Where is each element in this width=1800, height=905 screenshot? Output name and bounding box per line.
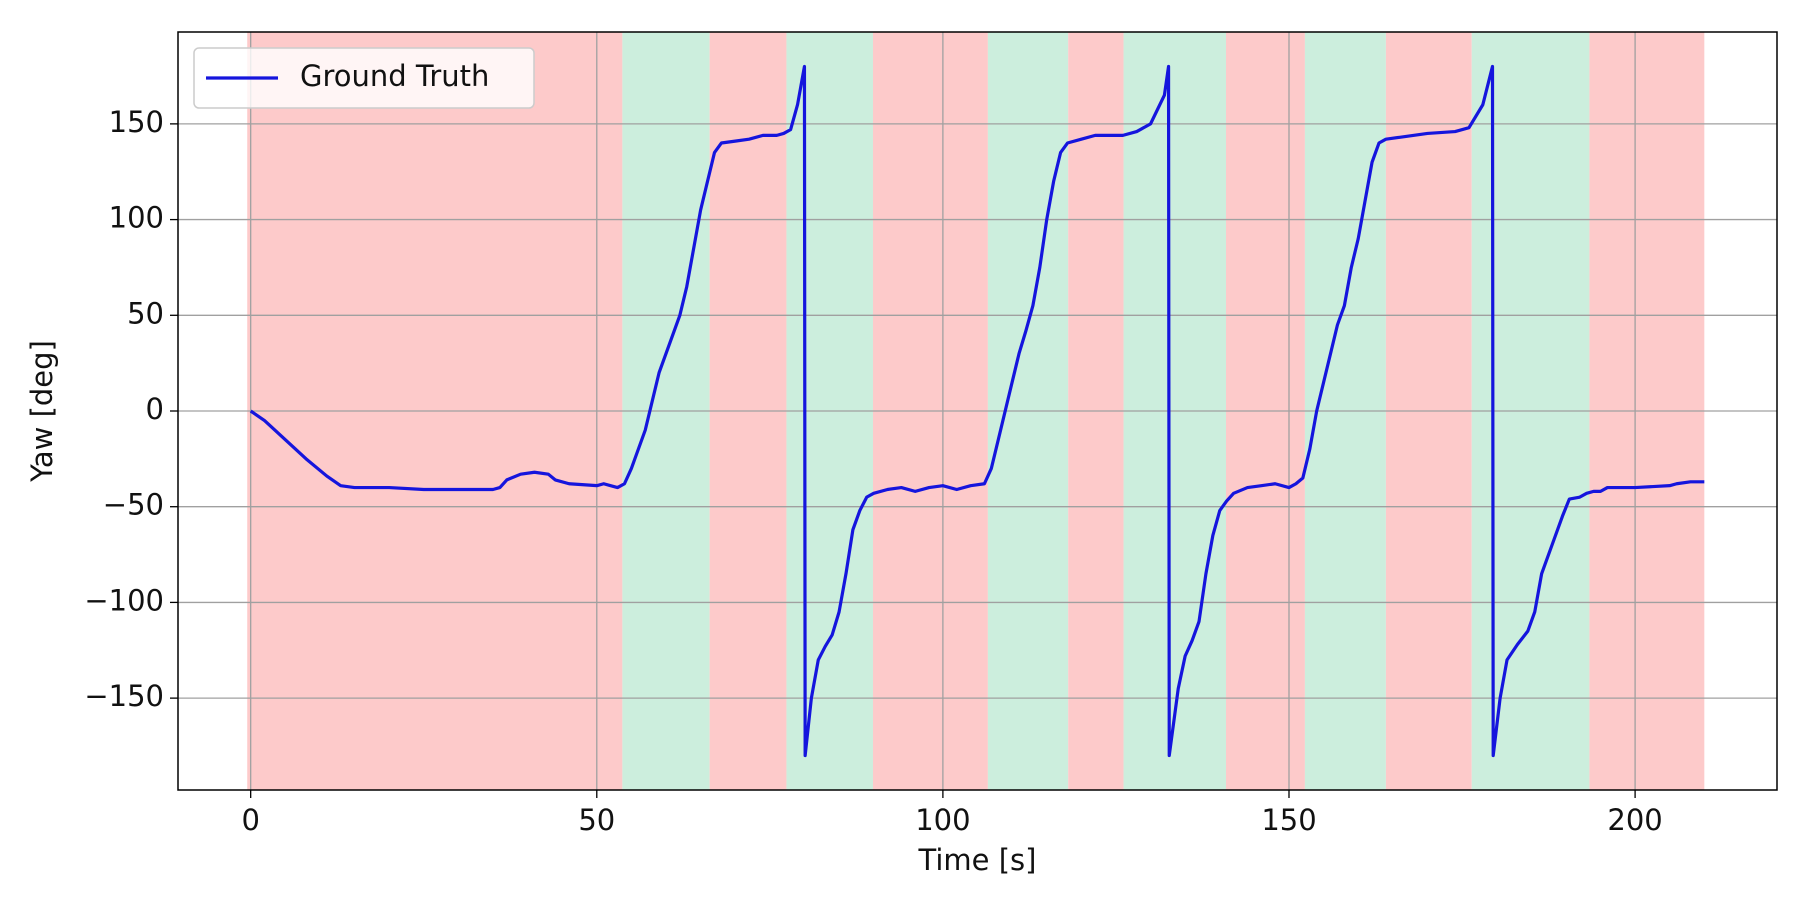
y-tick-label: 100 — [109, 201, 164, 235]
x-tick-label: 50 — [578, 803, 615, 837]
x-tick-label: 100 — [915, 803, 970, 837]
y-tick-label: −150 — [84, 679, 164, 713]
y-tick-label: −100 — [84, 583, 164, 617]
y-tick-label: 150 — [109, 105, 164, 139]
y-tick-label: 0 — [146, 392, 164, 426]
legend-box — [193, 47, 535, 109]
x-tick-label: 150 — [1261, 803, 1316, 837]
y-tick-label: 50 — [127, 296, 164, 330]
legend: Ground Truth — [193, 47, 535, 109]
y-axis-label: Yaw [deg] — [25, 340, 59, 483]
x-tick-label: 0 — [241, 803, 259, 837]
plot-frame — [177, 31, 1778, 791]
y-tick-label: −50 — [103, 488, 164, 522]
x-tick-label: 200 — [1607, 803, 1662, 837]
legend-label: Ground Truth — [300, 59, 489, 93]
data-line — [249, 64, 1705, 758]
x-axis-label: Time [s] — [918, 843, 1037, 877]
